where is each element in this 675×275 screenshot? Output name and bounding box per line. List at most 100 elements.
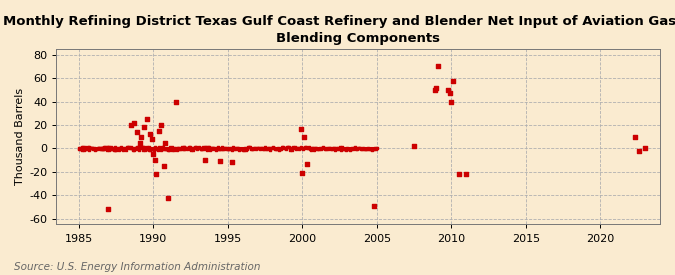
Point	[629, 134, 640, 139]
Point	[308, 147, 319, 152]
Point	[204, 145, 215, 149]
Point	[109, 145, 120, 149]
Point	[126, 123, 136, 127]
Point	[74, 147, 84, 152]
Point	[272, 146, 283, 150]
Point	[330, 146, 341, 150]
Point	[364, 147, 375, 151]
Point	[151, 172, 161, 176]
Point	[111, 148, 122, 152]
Point	[352, 147, 362, 152]
Point	[342, 147, 353, 151]
Point	[192, 146, 202, 151]
Point	[215, 147, 225, 151]
Point	[359, 147, 370, 152]
Point	[93, 146, 104, 151]
Point	[267, 145, 277, 150]
Point	[165, 145, 176, 150]
Point	[88, 145, 99, 150]
Point	[147, 147, 158, 152]
Point	[113, 146, 124, 151]
Point	[207, 146, 218, 150]
Point	[218, 147, 229, 151]
Point	[273, 147, 284, 152]
Point	[125, 146, 136, 150]
Point	[78, 147, 89, 152]
Point	[340, 146, 350, 151]
Point	[408, 144, 419, 148]
Point	[304, 147, 315, 152]
Point	[123, 145, 134, 149]
Point	[90, 147, 101, 152]
Point	[205, 148, 215, 152]
Point	[286, 147, 297, 152]
Point	[184, 147, 195, 152]
Point	[433, 64, 443, 69]
Point	[131, 146, 142, 151]
Point	[202, 145, 213, 150]
Point	[323, 146, 334, 150]
Point	[105, 145, 116, 149]
Point	[188, 146, 199, 150]
Point	[276, 145, 287, 149]
Point	[137, 145, 148, 149]
Point	[354, 146, 364, 150]
Point	[170, 99, 181, 104]
Point	[96, 147, 107, 151]
Point	[369, 204, 379, 208]
Point	[99, 147, 109, 151]
Point	[103, 207, 114, 211]
Point	[263, 146, 273, 150]
Point	[286, 145, 296, 150]
Point	[634, 148, 645, 153]
Point	[138, 145, 149, 149]
Point	[232, 146, 243, 150]
Point	[265, 146, 276, 150]
Point	[76, 146, 86, 150]
Point	[85, 146, 96, 150]
Point	[97, 146, 108, 150]
Point	[251, 145, 262, 150]
Point	[172, 146, 183, 150]
Point	[163, 195, 173, 200]
Point	[238, 148, 249, 152]
Point	[169, 147, 180, 152]
Point	[227, 145, 238, 149]
Point	[142, 147, 153, 152]
Point	[161, 146, 171, 151]
Point	[194, 145, 205, 149]
Point	[95, 145, 106, 150]
Point	[99, 146, 110, 150]
Point	[97, 147, 108, 151]
Point	[211, 145, 222, 150]
Point	[135, 146, 146, 151]
Point	[176, 146, 186, 150]
Point	[315, 146, 325, 150]
Point	[356, 147, 367, 151]
Point	[275, 147, 286, 151]
Point	[99, 145, 110, 150]
Point	[182, 146, 193, 151]
Point	[139, 125, 150, 130]
Point	[140, 147, 151, 152]
Point	[161, 147, 172, 151]
Point	[196, 147, 207, 151]
Point	[226, 147, 237, 152]
Point	[151, 146, 161, 150]
Point	[371, 145, 382, 150]
Point	[454, 172, 464, 176]
Point	[82, 145, 93, 149]
Point	[146, 137, 157, 141]
Point	[294, 147, 304, 151]
Point	[128, 120, 139, 125]
Point	[132, 144, 142, 149]
Point	[191, 145, 202, 149]
Point	[159, 146, 170, 151]
Point	[178, 146, 189, 151]
Point	[365, 147, 376, 151]
Point	[230, 147, 241, 151]
Point	[92, 146, 103, 150]
Point	[142, 145, 153, 150]
Point	[212, 145, 223, 149]
Point	[344, 147, 355, 152]
